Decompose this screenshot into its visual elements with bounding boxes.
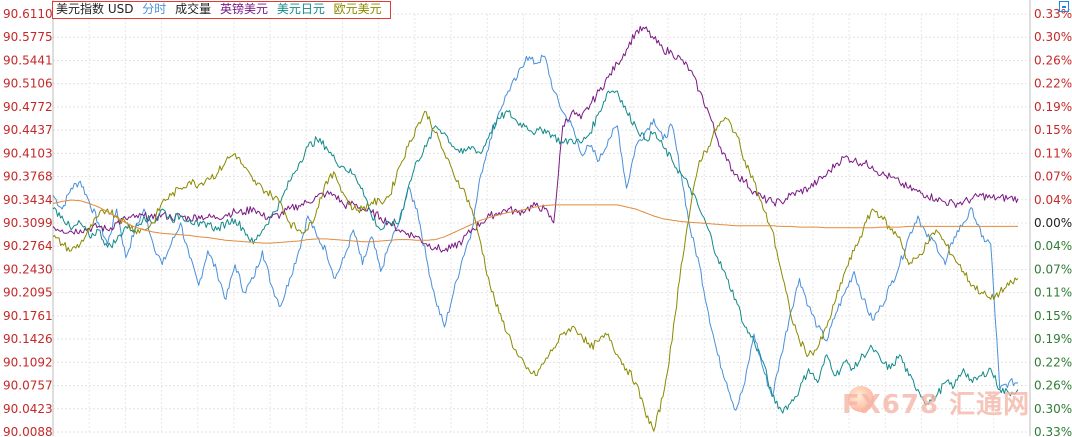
y-tick-label-left: 90.3099 xyxy=(3,216,53,230)
y-tick-label-left: 90.2764 xyxy=(3,239,53,253)
y-tick-label-left: 90.1426 xyxy=(3,332,53,346)
y-tick-label-left: 90.4437 xyxy=(3,123,53,137)
series-line-usd-index xyxy=(52,54,1019,411)
y-tick-label-right: 0.07% xyxy=(1034,262,1072,276)
y-tick-label-right: 0.30% xyxy=(1034,402,1072,416)
legend: 美元指数 USD 分时 成交量 英镑美元 美元日元 欧元美元 xyxy=(52,1,391,19)
y-tick-label-left: 90.5441 xyxy=(3,53,53,67)
series-line-gbpusd xyxy=(52,25,1019,253)
series-line-eurusd xyxy=(52,110,1019,432)
y-tick-label-left: 90.3768 xyxy=(3,170,53,184)
y-tick-label-right: 0.11% xyxy=(1034,286,1072,300)
y-tick-label-left: 90.0423 xyxy=(3,402,53,416)
y-tick-label-left: 90.5775 xyxy=(3,30,53,44)
y-tick-label-left: 90.6110 xyxy=(3,7,53,21)
y-tick-label-left: 90.4103 xyxy=(3,146,53,160)
y-tick-label-right: 0.19% xyxy=(1034,332,1072,346)
y-axis-right: 0.33% 0.30% 0.26% 0.22% 0.19% 0.15% 0.11% 0.07%… xyxy=(1034,7,1072,437)
y-tick-label-left: 90.3434 xyxy=(3,193,53,207)
legend-item-intraday[interactable]: 分时 xyxy=(142,2,167,16)
watermark: FX678 汇通网 xyxy=(842,390,1031,420)
legend-item-eurusd[interactable]: 欧元美元 xyxy=(333,2,382,16)
y-axis-left: 90.6110 90.5775 90.5441 90.5106 90.4772 90.44… xyxy=(3,7,53,437)
legend-item-gbpusd[interactable]: 英镑美元 xyxy=(219,2,268,16)
y-tick-label-right: 0.33% xyxy=(1034,7,1072,21)
y-tick-label-right: 0.33% xyxy=(1034,425,1072,437)
y-tick-label-left: 90.2430 xyxy=(3,262,53,276)
y-tick-label-left: 90.0757 xyxy=(3,379,53,393)
y-tick-label-right: 0.04% xyxy=(1034,193,1072,207)
y-tick-label-right: 0.04% xyxy=(1034,239,1072,253)
y-tick-label-right: 0.22% xyxy=(1034,355,1072,369)
y-tick-label-right: 0.22% xyxy=(1034,77,1072,91)
y-tick-label-right: 0.07% xyxy=(1034,170,1072,184)
series-group xyxy=(52,25,1019,432)
series-line-usdjpy xyxy=(52,90,1019,414)
watermark-logo xyxy=(848,386,874,412)
expand-icon[interactable] xyxy=(1059,1,1069,12)
legend-item-usdjpy[interactable]: 美元日元 xyxy=(276,2,325,16)
y-tick-label-right: 0.26% xyxy=(1034,53,1072,67)
y-tick-label-left: 90.1761 xyxy=(3,309,53,323)
legend-item-usd: 美元指数 USD xyxy=(56,2,134,16)
y-tick-label-right: 0.00% xyxy=(1034,216,1072,230)
y-tick-label-left: 90.1092 xyxy=(3,355,53,369)
y-tick-label-left: 90.5106 xyxy=(3,77,53,91)
y-tick-label-left: 90.4772 xyxy=(3,100,53,114)
y-tick-label-right: 0.30% xyxy=(1034,30,1072,44)
y-tick-label-left: 90.0088 xyxy=(3,425,53,437)
y-tick-label-left: 90.2095 xyxy=(3,286,53,300)
y-tick-label-right: 0.26% xyxy=(1034,379,1072,393)
y-tick-label-right: 0.15% xyxy=(1034,309,1072,323)
y-tick-label-right: 0.15% xyxy=(1034,123,1072,137)
series-line-volume-avg xyxy=(52,199,1018,244)
y-tick-label-right: 0.19% xyxy=(1034,100,1072,114)
y-tick-label-right: 0.11% xyxy=(1034,146,1072,160)
legend-item-volume[interactable]: 成交量 xyxy=(175,2,212,16)
